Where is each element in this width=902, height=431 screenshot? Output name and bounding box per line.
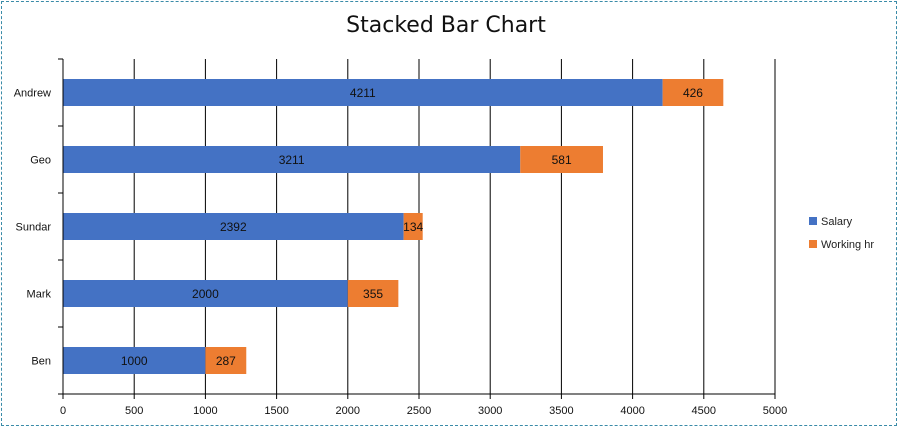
data-label: 1000: [121, 354, 148, 368]
y-category-label: Andrew: [14, 88, 51, 100]
data-label: 3211: [279, 153, 305, 167]
x-tick-label: 4000: [620, 405, 644, 417]
data-label: 581: [552, 153, 572, 167]
bar-salary: [63, 146, 521, 173]
y-category-label: Mark: [27, 289, 52, 301]
bar-salary: [63, 213, 404, 240]
data-label: 2392: [220, 220, 247, 234]
x-tick-label: 500: [125, 405, 143, 417]
bar-working-hr: [662, 79, 724, 106]
bar-working-hr: [403, 213, 423, 240]
y-category-label: Ben: [31, 356, 51, 368]
bar-salary: [63, 280, 348, 307]
x-tick-label: 1000: [193, 405, 217, 417]
x-tick-label: 0: [60, 405, 66, 417]
data-label: 287: [216, 354, 236, 368]
legend-swatch: [809, 217, 817, 225]
data-label: 355: [363, 287, 383, 301]
x-tick-label: 2500: [407, 405, 431, 417]
legend-swatch: [809, 240, 817, 248]
bar-working-hr: [520, 146, 603, 173]
bar-working-hr: [347, 280, 399, 307]
x-tick-label: 1500: [264, 405, 288, 417]
bar-salary: [63, 347, 206, 374]
x-tick-label: 2000: [336, 405, 360, 417]
bar-salary: [63, 79, 663, 106]
x-tick-label: 4500: [692, 405, 716, 417]
x-tick-label: 3000: [478, 405, 502, 417]
legend-label: Salary: [821, 216, 853, 228]
data-label: 4211: [350, 86, 376, 100]
data-label: 134: [403, 220, 423, 234]
y-category-label: Sundar: [16, 222, 52, 234]
x-tick-label: 5000: [763, 405, 787, 417]
legend-label: Working hr: [821, 239, 874, 251]
chart-title: Stacked Bar Chart: [346, 13, 546, 38]
bar-working-hr: [205, 347, 247, 374]
x-tick-label: 3500: [549, 405, 573, 417]
data-label: 2000: [192, 287, 219, 301]
y-category-label: Geo: [30, 155, 51, 167]
data-label: 426: [683, 86, 703, 100]
chart-border: [1, 1, 897, 426]
